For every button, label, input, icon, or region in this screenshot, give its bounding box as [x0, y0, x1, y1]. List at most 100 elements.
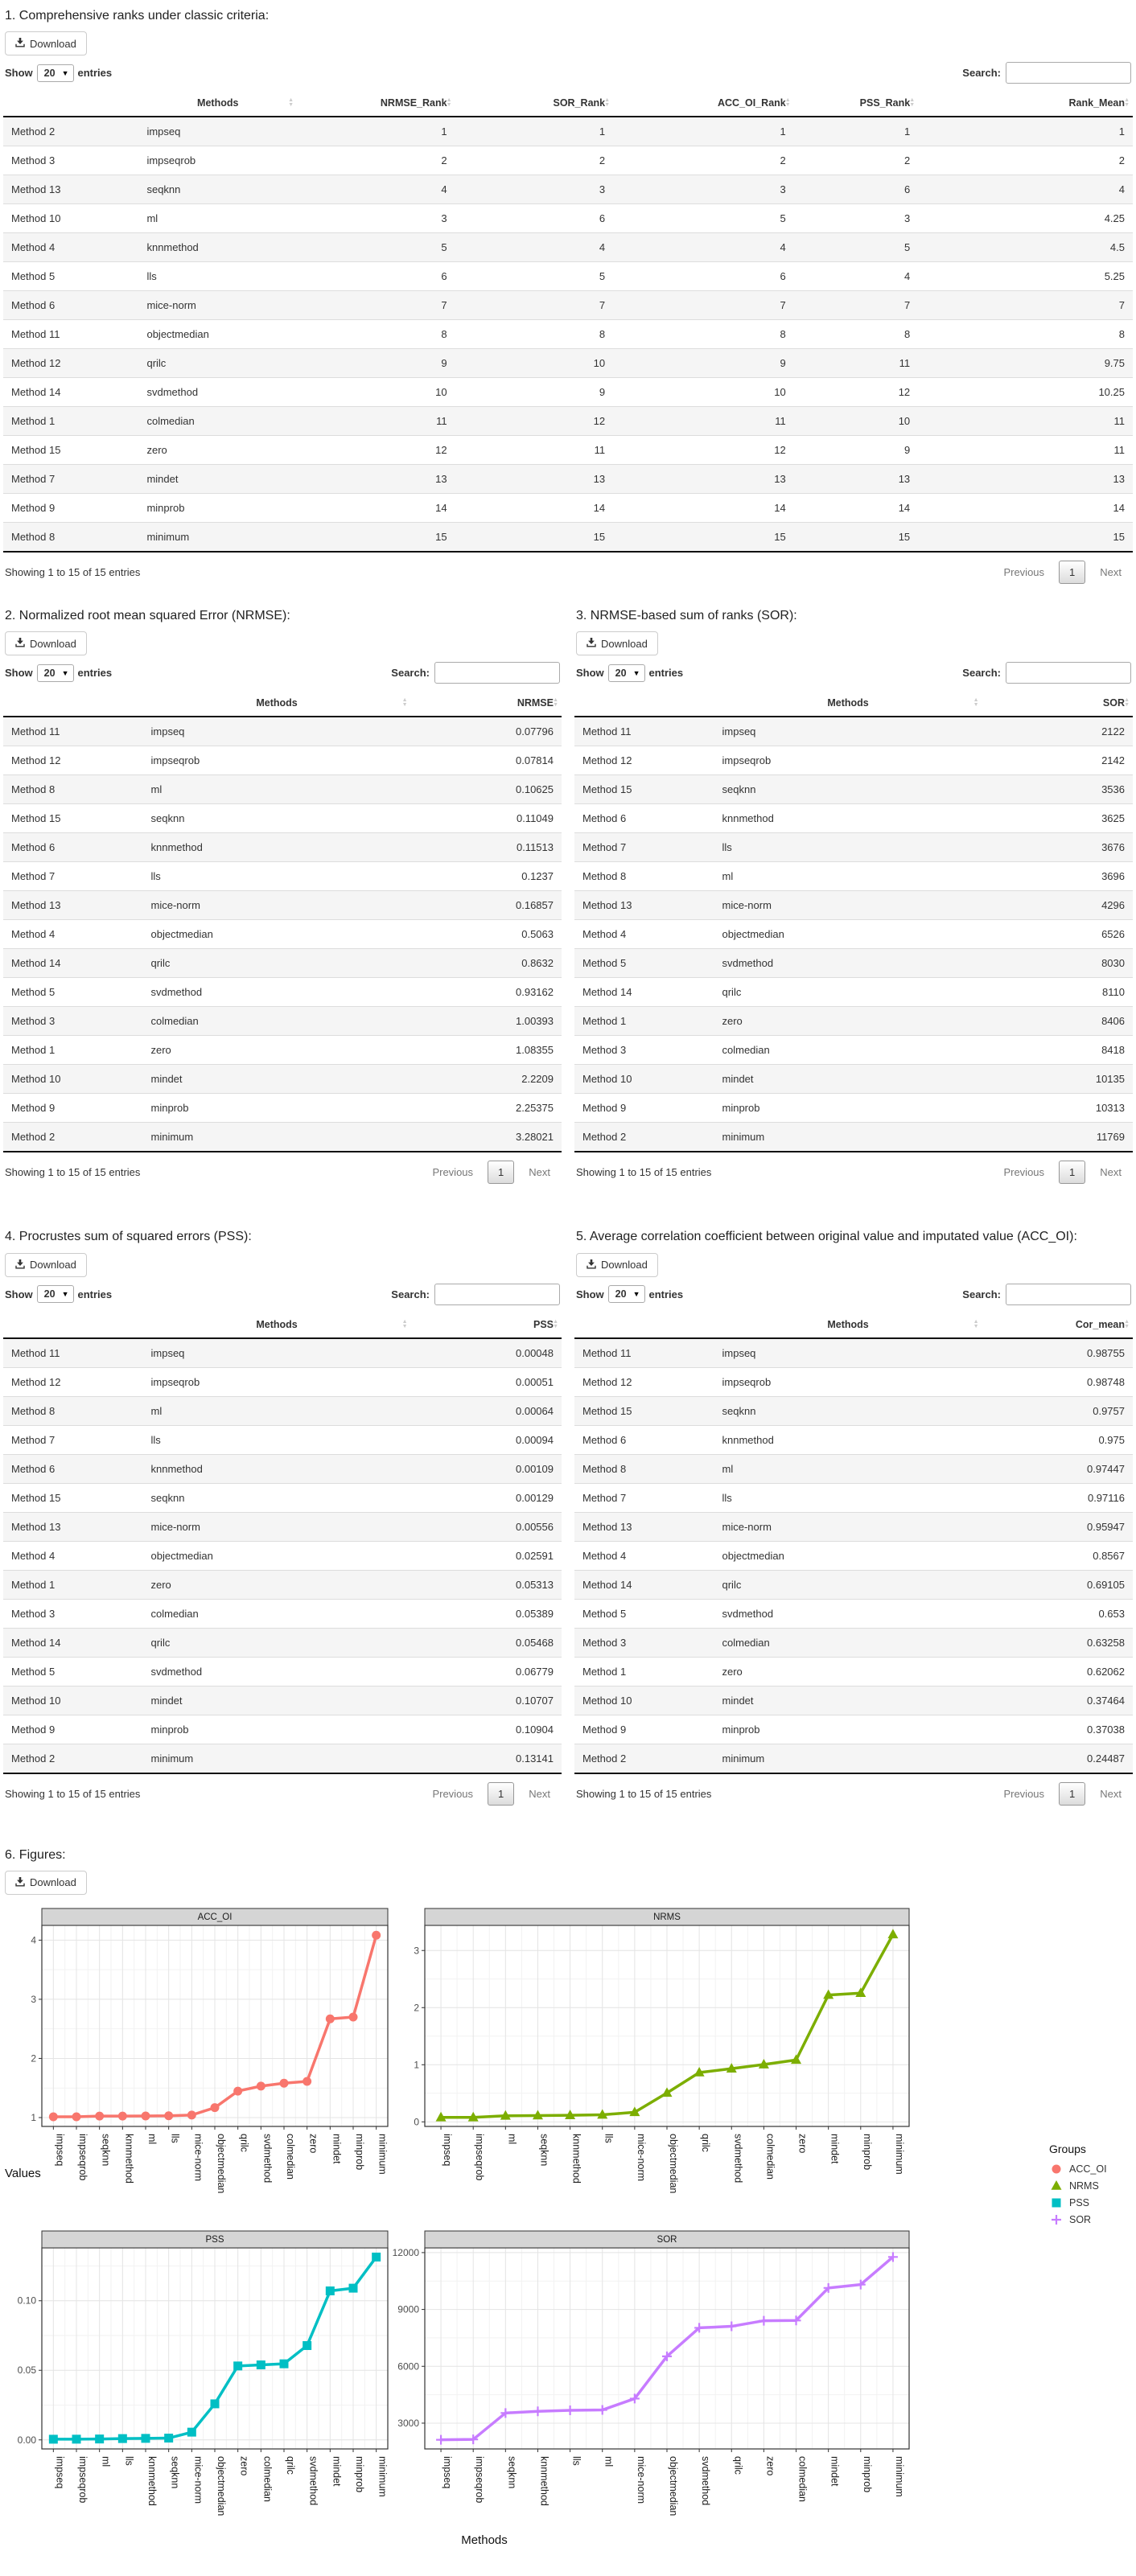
table-row: Method 3 impseqrob 2 2 2 2 2: [3, 146, 1133, 175]
cell: 3625: [982, 803, 1133, 833]
cell: 11: [455, 435, 614, 465]
column-header-Cor_mean[interactable]: Cor_mean ▲ ▼: [982, 1311, 1133, 1339]
column-header-NRMSE_Rank[interactable]: NRMSE_Rank ▲ ▼: [297, 90, 455, 118]
svg-text:ACC_OI: ACC_OI: [198, 1912, 233, 1922]
table-info: Showing 1 to 15 of 15 entries: [5, 1166, 141, 1179]
search-input[interactable]: [434, 662, 560, 684]
table-row: Method 15 zero 12 11 12 9 11: [3, 435, 1133, 465]
next-button[interactable]: Next: [529, 1787, 550, 1800]
cell: colmedian: [142, 1006, 411, 1036]
svg-text:svdmethod: svdmethod: [308, 2456, 319, 2505]
y-axis-label: Values: [5, 2166, 41, 2180]
row-name-cell: Method 7: [3, 1424, 143, 1455]
page-1-button[interactable]: 1: [488, 1161, 515, 1185]
svg-text:colmedian: colmedian: [764, 2134, 776, 2180]
download-button[interactable]: Download: [5, 1870, 87, 1895]
legend-entry-ACC_OI: ACC_OI: [1049, 2162, 1126, 2176]
sort-icon: ▲ ▼: [288, 97, 294, 109]
column-header-PSS[interactable]: PSS ▲ ▼: [410, 1311, 562, 1339]
table-row: Method 13 mice-norm 4296: [574, 890, 1133, 920]
previous-button[interactable]: Previous: [432, 1166, 474, 1179]
page-length-select[interactable]: 20 ▼: [607, 664, 645, 682]
next-button[interactable]: Next: [1100, 1787, 1122, 1800]
column-header-Methods[interactable]: Methods ▲ ▼: [714, 1311, 982, 1339]
table-row: Method 8 ml 0.97447: [574, 1453, 1133, 1484]
column-header-Methods[interactable]: Methods ▲ ▼: [142, 1311, 411, 1339]
row-name-cell: Method 1: [3, 406, 139, 436]
column-header-PSS_Rank[interactable]: PSS_Rank ▲ ▼: [793, 90, 919, 118]
ACC_OI-marker-icon: [1052, 2164, 1061, 2174]
page-1-button[interactable]: 1: [488, 1781, 515, 1806]
search-input[interactable]: [1006, 662, 1131, 684]
row-name-cell: Method 2: [3, 1122, 143, 1153]
previous-button[interactable]: Previous: [432, 1787, 474, 1800]
page-length-select[interactable]: 20 ▼: [36, 664, 74, 682]
next-button[interactable]: Next: [1100, 1166, 1122, 1179]
cell: minimum: [714, 1122, 982, 1153]
column-header-Methods[interactable]: Methods ▲ ▼: [142, 690, 411, 718]
column-header-Methods[interactable]: Methods ▲ ▼: [138, 90, 298, 118]
cell: 0.07814: [410, 746, 562, 775]
cell: 13: [793, 464, 919, 494]
column-header-Rank_Mean[interactable]: Rank_Mean ▲ ▼: [918, 90, 1133, 118]
download-icon: [15, 1876, 25, 1889]
cell: 14: [613, 493, 794, 523]
page-1-button[interactable]: 1: [1059, 1781, 1086, 1806]
search-input[interactable]: [1006, 62, 1131, 84]
download-button[interactable]: Download: [576, 1252, 658, 1277]
cell: lls: [714, 1482, 982, 1513]
row-name-cell: Method 5: [3, 977, 143, 1007]
row-name-cell: Method 6: [3, 1453, 143, 1484]
pagination: Previous 1 Next: [994, 1781, 1131, 1806]
previous-button[interactable]: Previous: [1003, 566, 1045, 579]
column-header-SOR[interactable]: SOR ▲ ▼: [982, 690, 1133, 718]
cell: 8030: [982, 948, 1133, 978]
svg-text:seqknn: seqknn: [101, 2134, 112, 2166]
search-input[interactable]: [1006, 1283, 1131, 1305]
cell: 12: [613, 435, 794, 465]
previous-button[interactable]: Previous: [1003, 1166, 1045, 1179]
table-row: Method 12 impseqrob 0.07814: [3, 746, 562, 775]
next-button[interactable]: Next: [529, 1166, 550, 1179]
cell: 0.10707: [410, 1685, 562, 1715]
page-1-button[interactable]: 1: [1059, 561, 1086, 585]
svg-text:minimum: minimum: [894, 2134, 905, 2175]
previous-button[interactable]: Previous: [1003, 1787, 1045, 1800]
row-name-cell: Method 3: [3, 1598, 143, 1629]
download-button[interactable]: Download: [5, 31, 87, 56]
row-name-cell: Method 6: [3, 290, 139, 320]
cell: objectmedian: [714, 1540, 982, 1571]
svg-text:knnmethod: knnmethod: [123, 2134, 134, 2184]
column-header-NRMSE[interactable]: NRMSE ▲ ▼: [410, 690, 562, 718]
row-names-header: [574, 1311, 714, 1339]
cell: zero: [138, 435, 298, 465]
search-input[interactable]: [434, 1283, 560, 1305]
page-length-select[interactable]: 20 ▼: [36, 1285, 74, 1304]
cell: minprob: [142, 1093, 411, 1123]
table-row: Method 10 mindet 10135: [574, 1064, 1133, 1094]
download-button[interactable]: Download: [576, 631, 658, 656]
cell: impseq: [142, 716, 411, 746]
svg-text:2: 2: [31, 2052, 36, 2064]
column-header-Methods[interactable]: Methods ▲ ▼: [714, 690, 982, 718]
svg-text:seqknn: seqknn: [170, 2456, 181, 2488]
column-header-SOR_Rank[interactable]: SOR_Rank ▲ ▼: [455, 90, 614, 118]
next-button[interactable]: Next: [1100, 566, 1122, 579]
row-name-cell: Method 5: [574, 948, 714, 978]
page-length-select[interactable]: 20 ▼: [607, 1285, 645, 1304]
cell: mice-norm: [138, 290, 298, 320]
table-row: Method 3 colmedian 1.00393: [3, 1006, 562, 1036]
pagination: Previous 1 Next: [422, 1781, 560, 1806]
cell: 0.05389: [410, 1598, 562, 1629]
cell: 0.00094: [410, 1424, 562, 1455]
svg-text:3000: 3000: [397, 2418, 419, 2429]
column-header-ACC_OI_Rank[interactable]: ACC_OI_Rank ▲ ▼: [613, 90, 794, 118]
download-button[interactable]: Download: [5, 631, 87, 656]
page-1-button[interactable]: 1: [1059, 1161, 1086, 1185]
table-row: Method 1 colmedian 11 12 11 10 11: [3, 406, 1133, 436]
section-sor: 3. NRMSE-based sum of ranks (SOR): Downl…: [574, 605, 1133, 1185]
cell: 0.95947: [982, 1511, 1133, 1542]
cell: qrilc: [138, 348, 298, 378]
download-button[interactable]: Download: [5, 1252, 87, 1277]
page-length-select[interactable]: 20 ▼: [36, 64, 74, 82]
